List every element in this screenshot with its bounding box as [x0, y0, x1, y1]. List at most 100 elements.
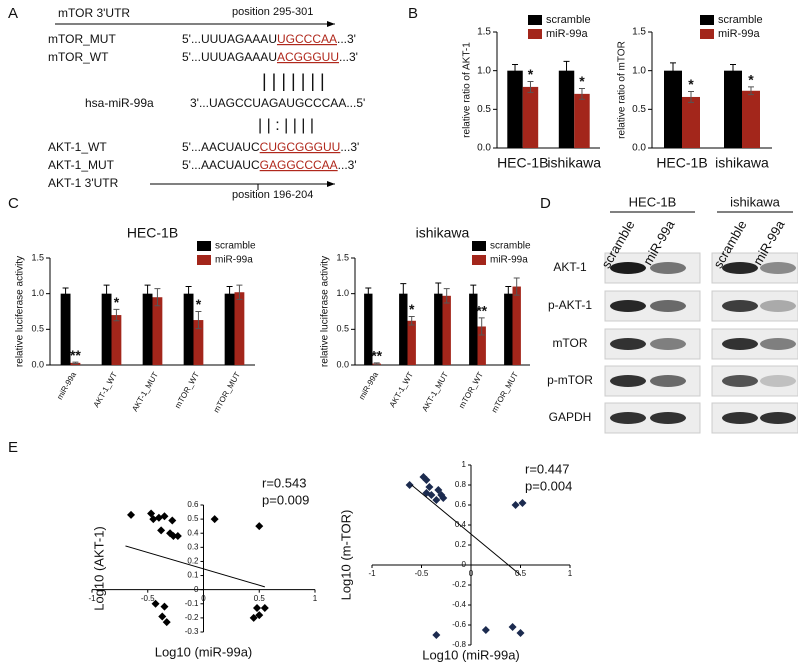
blot-band — [650, 300, 686, 312]
y-tick-label: -0.2 — [185, 613, 199, 622]
seq-name: AKT-1_MUT — [48, 158, 115, 172]
point — [481, 626, 490, 634]
blot-band — [760, 262, 796, 274]
y-tick-label: 0.8 — [455, 480, 467, 489]
panel-label: C — [8, 195, 19, 212]
blot-band — [722, 262, 758, 274]
stat-label: p=0.009 — [262, 492, 309, 507]
seq-part: ...3' — [339, 50, 358, 64]
y-tick-label: 0.3 — [187, 542, 199, 551]
seq-part: 5'...UUUAGAAAU — [182, 50, 277, 64]
seq-part: 5'...UUUAGAAAU — [182, 32, 277, 46]
y-tick-label: 0.0 — [632, 143, 646, 154]
seq-site: GAGGCCCAA — [260, 158, 338, 172]
bar — [682, 96, 700, 148]
point — [169, 532, 178, 541]
error-bar — [505, 286, 512, 302]
blot-group: ishikawa — [730, 194, 781, 209]
pairing: | | : | | | | — [258, 117, 314, 134]
bar — [507, 70, 523, 148]
x-tick-label: mTOR_MUT — [212, 370, 242, 414]
legend-label: scramble — [546, 14, 591, 26]
legend-label: miR-99a — [490, 255, 528, 266]
bar — [724, 70, 742, 148]
error-bar — [748, 86, 754, 96]
y-tick-label: 0.4 — [455, 520, 467, 529]
seq-part: 5'...AACUAUC — [182, 158, 260, 172]
bar — [101, 293, 112, 365]
x-tick-label: 0.5 — [515, 569, 527, 578]
blot-group: HEC-1B — [629, 194, 677, 209]
legend-swatch — [472, 255, 486, 265]
error-bar — [154, 288, 161, 307]
utr-label: AKT-1 3'UTR — [48, 176, 119, 190]
bar — [234, 292, 245, 365]
blot-row-label: GAPDH — [549, 410, 592, 424]
significance: * — [579, 73, 585, 89]
x-tick-label: AKT-1_WT — [92, 370, 119, 408]
significance: ** — [70, 347, 81, 363]
error-bar — [527, 80, 534, 93]
y-tick-label: -0.8 — [452, 640, 466, 649]
blot-band — [722, 338, 758, 350]
panel-label: A — [8, 5, 18, 22]
significance: ** — [476, 303, 487, 319]
error-bar — [730, 63, 736, 78]
point — [151, 599, 160, 608]
point — [157, 526, 166, 535]
bar — [111, 315, 122, 365]
point — [432, 496, 441, 504]
point — [516, 629, 525, 637]
y-tick-label: 1.5 — [31, 252, 44, 262]
x-tick-label: 0.5 — [254, 594, 266, 603]
y-tick-label: 0.6 — [455, 500, 467, 509]
point — [432, 631, 441, 639]
error-bar — [195, 311, 202, 330]
bar — [442, 295, 451, 365]
legend-swatch — [472, 241, 486, 251]
x-axis-label: Log10 (miR-99a) — [422, 647, 520, 662]
y-tick-label: 0.0 — [477, 143, 491, 154]
seq-name: mTOR_MUT — [48, 32, 116, 46]
blot-band — [760, 412, 796, 424]
x-tick-label: 1 — [568, 569, 573, 578]
error-bar — [670, 62, 676, 79]
blot-band — [610, 412, 646, 424]
seq-name: mTOR_WT — [48, 50, 109, 64]
sequence: 5'...AACUAUCCUGCGGGUU...3' — [182, 140, 359, 154]
error-bar — [688, 91, 694, 103]
point — [422, 476, 431, 484]
y-tick-label: 0.5 — [31, 324, 44, 334]
point — [260, 604, 269, 613]
x-tick-label: miR-99a — [357, 370, 380, 401]
blot-band — [610, 300, 646, 312]
y-tick-label: -0.1 — [185, 599, 199, 608]
y-tick-label: -0.2 — [452, 580, 466, 589]
panel-label: E — [8, 439, 18, 456]
legend-swatch — [528, 29, 542, 39]
x-tick-label: 0 — [201, 594, 206, 603]
error-bar — [435, 282, 442, 305]
x-axis-label: Log10 (miR-99a) — [155, 644, 253, 659]
error-bar — [578, 87, 585, 100]
y-tick-label: 1.0 — [336, 288, 349, 298]
error-bar — [470, 284, 477, 303]
y-tick-label: 1.5 — [477, 27, 491, 38]
bar — [193, 320, 204, 365]
x-tick-label: ishikawa — [547, 155, 601, 171]
sequence: 3'...UAGCCUAGAUGCCCAA...5' — [190, 96, 365, 110]
bar — [574, 93, 590, 148]
bar — [477, 326, 486, 365]
y-axis-label: relative luciferase activity — [15, 256, 26, 367]
position-label: position 196-204 — [232, 189, 313, 201]
significance: * — [196, 296, 202, 312]
x-tick-label: -0.5 — [415, 569, 429, 578]
point — [162, 618, 171, 627]
blot-band — [760, 338, 796, 350]
bar — [742, 90, 760, 148]
y-tick-label: 0 — [462, 560, 467, 569]
error-bar — [400, 283, 407, 305]
bar — [522, 86, 539, 148]
significance: * — [409, 301, 415, 317]
y-tick-label: -0.3 — [185, 627, 199, 636]
